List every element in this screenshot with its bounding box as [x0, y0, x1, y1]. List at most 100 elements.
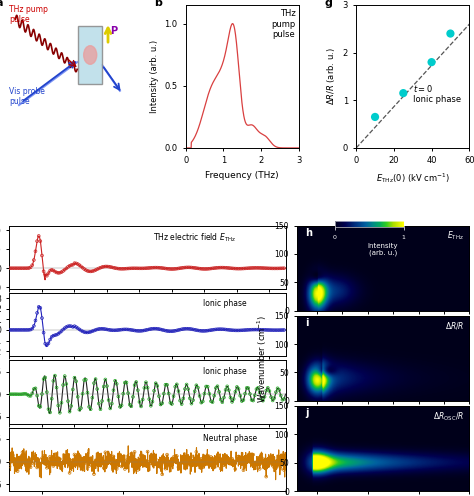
- Point: [45, 405, 52, 413]
- Point: [20, 449, 28, 457]
- Point: [36, 460, 44, 468]
- Point: [210, 326, 218, 334]
- Point: [209, 264, 216, 272]
- Point: [118, 265, 126, 273]
- Point: [142, 326, 150, 334]
- Point: [227, 264, 234, 272]
- Point: [98, 397, 106, 405]
- Point: [235, 265, 242, 273]
- Point: [58, 465, 65, 473]
- Point: [63, 264, 70, 272]
- Point: [249, 451, 257, 459]
- Point: [173, 452, 181, 460]
- Point: [204, 382, 211, 390]
- Point: [128, 402, 135, 410]
- Point: [174, 387, 182, 395]
- Point: [67, 261, 75, 269]
- Point: [274, 384, 282, 392]
- Point: [101, 375, 109, 383]
- Point: [275, 386, 283, 394]
- Point: [139, 452, 146, 460]
- Point: [163, 381, 171, 389]
- Point: [115, 392, 122, 400]
- Point: [140, 384, 148, 392]
- Point: [74, 260, 82, 268]
- Point: [93, 461, 101, 469]
- Point: [261, 393, 268, 401]
- Point: [201, 390, 208, 398]
- Point: [64, 322, 72, 330]
- Point: [50, 266, 57, 274]
- Point: [217, 395, 225, 403]
- Point: [58, 268, 65, 276]
- Point: [36, 403, 44, 411]
- Point: [228, 455, 236, 463]
- Point: [7, 390, 15, 398]
- Point: [140, 326, 148, 334]
- Point: [149, 457, 156, 465]
- Point: [53, 383, 60, 391]
- Point: [98, 458, 106, 466]
- Point: [32, 316, 39, 324]
- Point: [275, 264, 283, 272]
- Point: [280, 264, 288, 272]
- Point: [274, 326, 282, 334]
- Point: [267, 326, 275, 334]
- Point: [95, 264, 103, 272]
- Point: [40, 452, 47, 460]
- Text: THz
pump
pulse: THz pump pulse: [271, 9, 295, 39]
- Point: [129, 450, 137, 458]
- Point: [121, 265, 128, 273]
- Point: [71, 322, 78, 330]
- Point: [196, 327, 203, 335]
- Ellipse shape: [84, 46, 97, 64]
- Text: b: b: [154, 0, 162, 8]
- Point: [240, 466, 247, 474]
- Point: [48, 333, 55, 341]
- Point: [209, 326, 216, 334]
- Point: [41, 270, 49, 278]
- Text: $t = 0$
Ionic phase: $t = 0$ Ionic phase: [413, 83, 461, 104]
- Point: [71, 373, 78, 381]
- Point: [132, 327, 140, 335]
- Point: [189, 325, 197, 333]
- X-axis label: $E_{\mathrm{THz}}(0)$ (kV cm$^{-1}$): $E_{\mathrm{THz}}(0)$ (kV cm$^{-1}$): [376, 171, 450, 185]
- Point: [251, 326, 259, 334]
- Point: [272, 264, 280, 272]
- Point: [176, 397, 184, 405]
- Point: [192, 448, 200, 456]
- Point: [235, 326, 242, 334]
- Point: [41, 373, 49, 381]
- Point: [124, 459, 132, 467]
- Point: [18, 326, 26, 334]
- Point: [240, 326, 247, 334]
- Point: [51, 268, 59, 276]
- Point: [174, 264, 182, 272]
- Point: [191, 387, 199, 395]
- Point: [67, 457, 75, 465]
- Point: [32, 455, 39, 463]
- Point: [142, 459, 150, 467]
- Point: [139, 396, 146, 404]
- Point: [97, 264, 104, 272]
- Point: [75, 325, 83, 333]
- Point: [25, 326, 33, 334]
- Point: [121, 325, 128, 333]
- Point: [66, 262, 73, 270]
- Point: [201, 452, 208, 460]
- Point: [12, 326, 20, 334]
- Point: [87, 267, 94, 275]
- Point: [146, 325, 153, 333]
- Point: [225, 326, 233, 334]
- Point: [237, 454, 244, 462]
- Point: [253, 326, 260, 334]
- Point: [263, 386, 270, 394]
- Point: [209, 454, 216, 462]
- Point: [100, 263, 108, 271]
- Point: [24, 264, 31, 272]
- Point: [212, 458, 219, 466]
- Point: [157, 463, 164, 471]
- Point: [92, 266, 100, 274]
- Point: [241, 455, 249, 463]
- Point: [131, 326, 138, 334]
